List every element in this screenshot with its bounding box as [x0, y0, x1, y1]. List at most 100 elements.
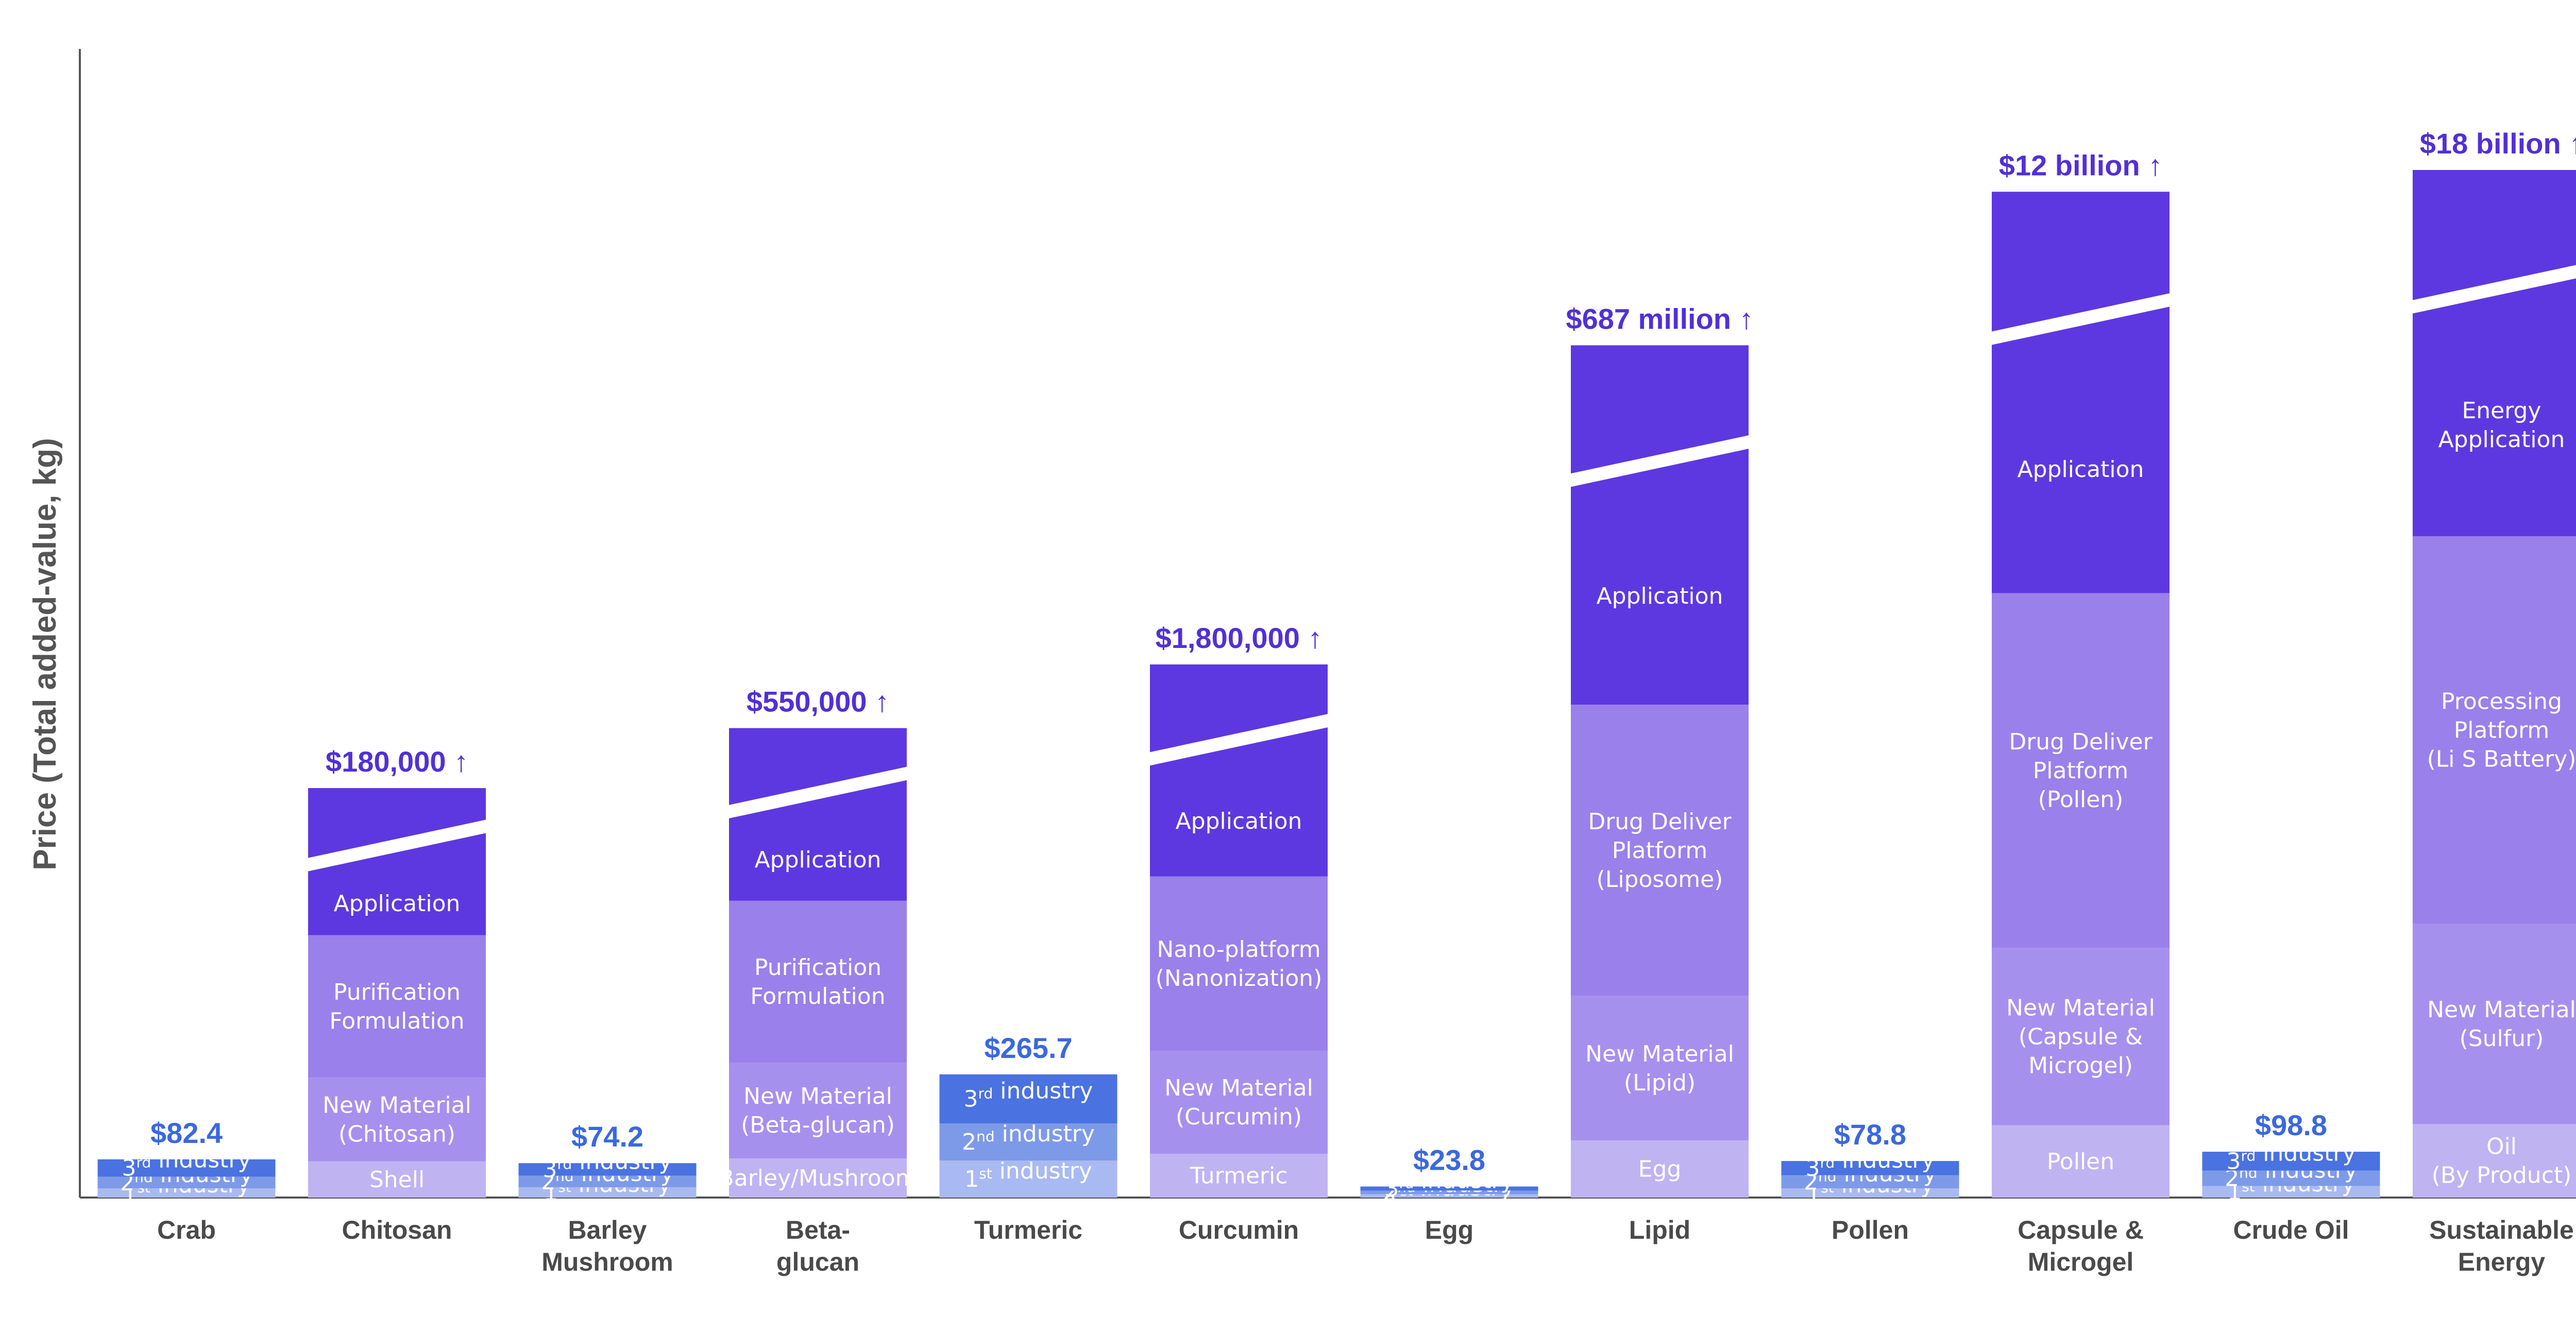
segment-material	[1571, 996, 1749, 1141]
bar-lipid: Egg New Material (Lipid) Drug Deliver Platfo…	[1566, 302, 1753, 1244]
segment-second	[1781, 1175, 1959, 1188]
segment-label-shell: Pollen	[2047, 1149, 2114, 1175]
segment-first	[1360, 1194, 1538, 1198]
segment-application	[2413, 170, 2576, 537]
segment-label-third: 3rd industry	[1384, 1168, 1514, 1202]
segment-first	[518, 1187, 697, 1198]
price-label: $180,000 ↑	[326, 745, 468, 778]
segment-label-material: New Material (Beta-glucan)	[741, 1083, 895, 1138]
segment-material	[1992, 948, 2170, 1125]
segment-label-shell: Oil (By Product)	[2432, 1134, 2572, 1189]
price-label: $265.7	[984, 1032, 1072, 1064]
segment-second	[939, 1123, 1117, 1160]
segment-platform	[1992, 593, 2170, 948]
price-label: $12 billion ↑	[1999, 149, 2162, 181]
segment-application	[1992, 192, 2170, 593]
segment-label-application: Application	[1597, 583, 1723, 609]
segment-label-shell: Egg	[1638, 1156, 1682, 1183]
bar-beta-glucan: Barley/Mushroom New Material (Beta-glucan)…	[719, 686, 918, 1276]
segment-label-first: 1st industry	[964, 1158, 1092, 1192]
segment-material	[308, 1078, 486, 1161]
segment-label-material: New Material (Chitosan)	[323, 1092, 471, 1147]
segment-label-application: Application	[2018, 456, 2144, 483]
category-label: Crab	[157, 1216, 216, 1244]
axis-break-mark	[2412, 265, 2576, 314]
segment-third	[518, 1163, 697, 1176]
category-label: Curcumin	[1179, 1216, 1299, 1244]
price-label: $82.4	[150, 1117, 223, 1149]
segment-label-application: Application	[334, 891, 461, 917]
category-label: Sustainable Energy	[2429, 1216, 2574, 1276]
y-axis-label: Price (Total added-value, kg)	[27, 438, 63, 870]
segment-label-platform: Drug Deliver Platform (Liposome)	[1588, 809, 1732, 893]
category-label: Chitosan	[342, 1216, 452, 1244]
segment-label-third: 3rd industry	[963, 1078, 1093, 1112]
category-label: Pollen	[1832, 1216, 1909, 1244]
segment-third	[2202, 1152, 2380, 1171]
segment-second	[97, 1176, 276, 1188]
segment-label-third: 3rd industry	[2226, 1140, 2355, 1174]
segment-label-platform: Drug Deliver Platform (Pollen)	[2009, 729, 2153, 813]
price-label: $98.8	[2255, 1109, 2327, 1141]
category-label: Lipid	[1629, 1216, 1690, 1244]
segment-application	[1150, 664, 1328, 877]
segment-platform	[1571, 705, 1749, 996]
segment-label-material: New Material (Capsule & Microgel)	[2006, 995, 2155, 1079]
segment-label-material: New Material (Sulfur)	[2427, 997, 2576, 1052]
price-label: $78.8	[1834, 1118, 1906, 1151]
category-label: Egg	[1425, 1216, 1473, 1244]
category-label: Crude Oil	[2233, 1216, 2349, 1244]
segment-label-application: Application	[1176, 808, 1302, 834]
category-label: Capsule & Microgel	[2018, 1216, 2144, 1276]
segment-shell	[2413, 1124, 2576, 1198]
segment-shell	[1571, 1140, 1749, 1198]
axis-break-mark	[728, 766, 908, 819]
axis-break-mark	[1991, 293, 2171, 346]
segment-material	[2413, 924, 2576, 1124]
bar-capsule-microgel: Pollen New Material (Capsule & Microgel) Dru…	[1991, 149, 2171, 1276]
category-label: Beta-glucan	[776, 1216, 859, 1276]
segment-first	[1781, 1188, 1959, 1198]
price-label: $74.2	[571, 1120, 643, 1153]
bar-sustainable-energy: Oil (By Product) New Material (Sulfur) Proce…	[2412, 127, 2576, 1276]
segment-application	[1571, 345, 1749, 705]
segment-third	[939, 1074, 1117, 1123]
segment-platform	[2413, 536, 2576, 924]
price-label: $687 million ↑	[1566, 302, 1753, 335]
segment-label-platform: Purification Formulation	[329, 979, 464, 1034]
segment-platform	[308, 935, 486, 1078]
segment-label-material: New Material (Curcumin)	[1164, 1075, 1313, 1130]
segment-second	[1360, 1190, 1538, 1194]
segment-label-platform: Processing Platform (Li S Battery)	[2427, 688, 2576, 772]
segment-material	[729, 1063, 907, 1159]
segment-shell	[1992, 1125, 2170, 1198]
segment-platform	[1150, 876, 1328, 1051]
segment-shell	[729, 1158, 907, 1198]
segment-label-second: 2nd industry	[962, 1121, 1095, 1155]
bar-curcumin: Turmeric New Material (Curcumin) Nano-platf…	[1149, 622, 1329, 1244]
axis-break-mark	[307, 819, 487, 872]
segment-platform	[729, 900, 907, 1063]
category-label: Barley Mushroom	[541, 1216, 673, 1276]
price-label: $550,000 ↑	[747, 686, 889, 718]
segment-third	[1360, 1186, 1538, 1191]
price-label: $18 billion ↑	[2420, 127, 2576, 160]
segment-material	[1150, 1050, 1328, 1154]
category-label: Turmeric	[974, 1216, 1082, 1244]
segment-label-application: Energy Application	[2438, 398, 2565, 453]
segment-label-material: New Material (Lipid)	[1585, 1041, 1734, 1096]
segment-second	[2202, 1170, 2380, 1186]
segment-third	[97, 1159, 276, 1177]
segment-label-third: 3rd industry	[1805, 1147, 1935, 1182]
segment-label-platform: Nano-platform (Nanonization)	[1156, 936, 1322, 992]
segment-shell	[308, 1161, 486, 1198]
segment-third	[1781, 1161, 1959, 1175]
bar-chitosan: Shell New Material (Chitosan) Purification F…	[307, 745, 487, 1244]
